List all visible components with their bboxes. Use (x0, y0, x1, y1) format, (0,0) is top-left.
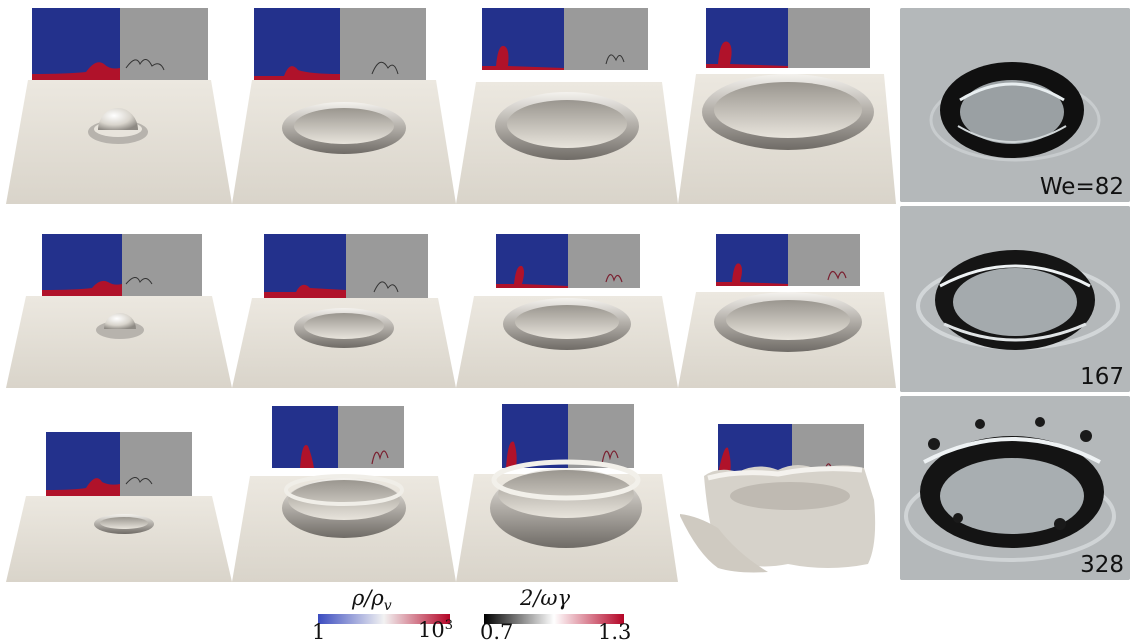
sim-panel-r1-c3 (456, 8, 678, 204)
density-colorbar-max: 103 (418, 618, 454, 642)
sim-panel-r1-c4 (678, 8, 896, 204)
sim-panel-r1-c1 (6, 8, 232, 204)
density-colorbar-label: ρ/ρv (352, 586, 392, 615)
sim-panel-r2-c2 (232, 234, 456, 388)
sim-panel-r3-c4 (678, 404, 896, 582)
vorticity-colorbar-gradient (484, 614, 624, 624)
vorticity-colorbar-min: 0.7 (480, 620, 514, 644)
sim-panel-r2-c3 (456, 234, 678, 388)
density-colorbar-min: 1 (312, 620, 326, 644)
vorticity-colorbar-max: 1.3 (598, 620, 632, 644)
photo-panel-we-82: We=82 (900, 8, 1130, 202)
weber-number-label: 167 (1080, 364, 1124, 390)
weber-number-label: 328 (1080, 552, 1124, 578)
sim-panel-r1-c2 (232, 8, 456, 204)
photo-panel-we-167: 167 (900, 206, 1130, 392)
density-colorbar-gradient (318, 614, 450, 624)
weber-number-label: We=82 (1039, 174, 1124, 200)
vorticity-colorbar-label: 2/ωγ (520, 586, 571, 610)
sim-panel-r2-c1 (6, 234, 232, 388)
photo-panel-we-328: 328 (900, 396, 1130, 580)
sim-panel-r3-c3 (456, 404, 678, 582)
sim-panel-r3-c1 (6, 432, 232, 582)
sim-panel-r3-c2 (232, 406, 456, 582)
sim-panel-r2-c4 (678, 234, 896, 388)
